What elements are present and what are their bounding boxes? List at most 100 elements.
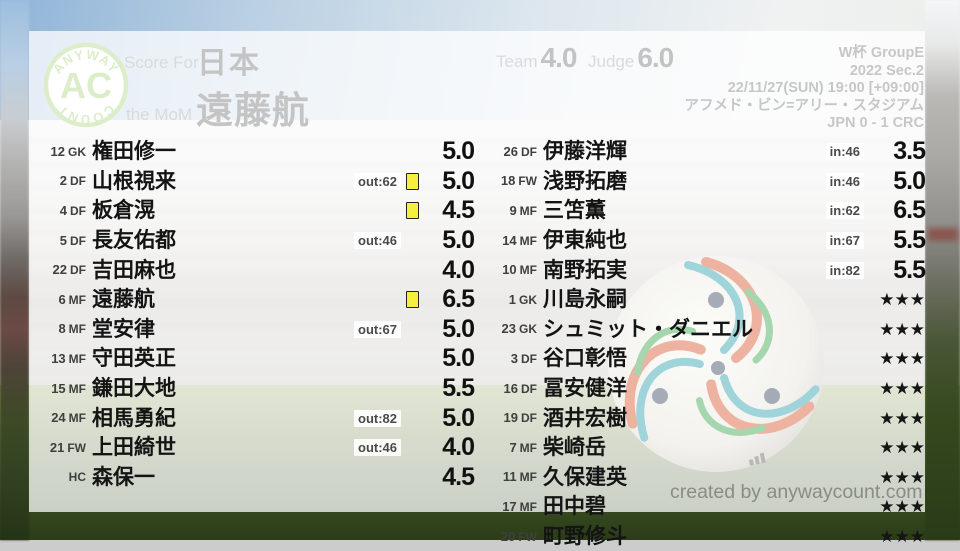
player-number-position: 12 GK xyxy=(36,143,86,161)
player-position: GK xyxy=(68,144,86,159)
watermark: created by anywaycount.com xyxy=(670,481,923,503)
player-rating: 6.5 xyxy=(893,196,926,225)
player-name: 堂安律 xyxy=(92,317,155,341)
player-number: 26 xyxy=(503,143,518,159)
player-number: 17 xyxy=(502,498,517,514)
player-number: 11 xyxy=(502,469,517,485)
player-row: 16 DF 冨安健洋 ★★★ xyxy=(487,374,925,404)
player-number-position: 13 MF xyxy=(36,350,86,368)
player-rating: ★★★ xyxy=(879,438,925,458)
player-name: 南野拓実 xyxy=(543,258,627,282)
player-position: MF xyxy=(68,351,86,366)
player-number-position: 8 MF xyxy=(36,320,86,338)
player-row: 9 MF 三笘薫 in:62 6.5 xyxy=(487,196,926,226)
yellow-card-icon xyxy=(406,172,419,190)
player-rating: ★★★ xyxy=(879,319,925,339)
player-number-position: 18 FW xyxy=(487,172,537,190)
substitution-badge: out:82 xyxy=(354,409,401,427)
player-position: MF xyxy=(519,499,537,514)
soccer-ball xyxy=(608,256,824,472)
player-name: 相馬勇紀 xyxy=(92,406,176,430)
player-row: 23 GK シュミット・ダニエル ★★★ xyxy=(487,315,925,345)
player-position: DF xyxy=(70,203,86,218)
player-position: MF xyxy=(68,381,86,396)
player-rating: 4.0 xyxy=(442,255,475,284)
player-name: 田中碧 xyxy=(543,495,606,519)
player-rating: 3.5 xyxy=(893,137,926,166)
player-position: DF xyxy=(521,381,537,396)
card-slot xyxy=(406,468,422,486)
substitution-badge: in:46 xyxy=(825,143,864,161)
player-position: MF xyxy=(519,263,537,278)
player-name: 谷口彰悟 xyxy=(543,347,627,371)
player-name: 長友佑都 xyxy=(92,229,176,253)
player-rating: ★★★ xyxy=(879,290,925,310)
player-rating: 5.0 xyxy=(442,403,475,432)
player-number-position: 4 DF xyxy=(36,202,86,220)
player-name: 久保建英 xyxy=(543,465,627,489)
player-name: 鎌田大地 xyxy=(92,377,176,401)
player-row: 21 FW 上田綺世 out:46 4.0 xyxy=(36,433,475,463)
player-number: 21 xyxy=(49,439,65,455)
player-position: DF xyxy=(70,174,86,189)
player-position: MF xyxy=(519,440,537,455)
card-slot xyxy=(406,439,422,457)
player-position: DF xyxy=(70,263,86,278)
player-position: MF xyxy=(519,233,537,248)
player-position: GK xyxy=(519,292,537,307)
adidas-logo xyxy=(748,452,766,466)
player-position: DF xyxy=(521,411,537,426)
yellow-card-icon xyxy=(406,202,419,220)
player-name: 吉田麻也 xyxy=(92,258,176,282)
player-rating: 5.0 xyxy=(893,166,926,195)
player-rating: 5.0 xyxy=(442,166,475,195)
substitution-badge: out:62 xyxy=(354,172,401,190)
player-number: 7 xyxy=(509,439,517,455)
player-row: 10 MF 南野拓実 in:82 5.5 xyxy=(487,255,926,285)
substitution-badge: in:67 xyxy=(825,232,864,250)
player-name: 三笘薫 xyxy=(543,199,606,223)
player-number-position: HC xyxy=(36,468,86,486)
player-number-position: 20 FW xyxy=(487,528,537,546)
player-rating: ★★★ xyxy=(879,467,925,487)
player-rating: 5.5 xyxy=(442,374,475,403)
player-number-position: 9 MF xyxy=(487,202,537,220)
player-number: 23 xyxy=(501,321,516,337)
player-rating: ★★★ xyxy=(879,379,925,399)
player-number: 24 xyxy=(51,410,66,426)
card-slot xyxy=(406,320,422,338)
photo-left-edge xyxy=(0,0,29,540)
photo-right-edge xyxy=(925,0,960,540)
player-position: MF xyxy=(68,322,86,337)
player-position: FW xyxy=(518,174,537,189)
player-number-position: 10 MF xyxy=(487,261,537,279)
card-slot xyxy=(406,261,422,279)
player-name: 冨安健洋 xyxy=(543,377,627,401)
player-row: 13 MF 守田英正 5.0 xyxy=(36,344,475,374)
player-rating: 5.0 xyxy=(442,344,475,373)
player-number: 20 xyxy=(500,528,516,544)
player-name: 伊東純也 xyxy=(543,229,627,253)
player-rating: 5.0 xyxy=(442,314,475,343)
player-row: 12 GK 権田修一 5.0 xyxy=(36,137,475,167)
player-number-position: 17 MF xyxy=(487,498,537,516)
player-position: GK xyxy=(519,322,537,337)
substitution-badge: out:67 xyxy=(354,320,401,338)
player-number-position: 24 MF xyxy=(36,409,86,427)
player-position: DF xyxy=(70,233,86,248)
player-name: シュミット・ダニエル xyxy=(543,317,753,341)
player-rating: 5.0 xyxy=(442,137,475,166)
player-number: 3 xyxy=(510,350,518,366)
player-number: 4 xyxy=(59,202,67,218)
player-row: 6 MF 遠藤航 6.5 xyxy=(36,285,475,315)
player-number-position: 3 DF xyxy=(487,350,537,368)
player-name: 柴崎岳 xyxy=(543,436,606,460)
player-number-position: 23 GK xyxy=(487,320,537,338)
card-slot xyxy=(406,202,422,220)
player-number-position: 22 DF xyxy=(36,261,86,279)
player-number-position: 5 DF xyxy=(36,232,86,250)
player-row: 11 MF 久保建英 ★★★ xyxy=(487,463,925,493)
player-name: 浅野拓磨 xyxy=(543,169,627,193)
player-position: FW xyxy=(518,529,537,544)
player-number: 10 xyxy=(502,262,517,278)
